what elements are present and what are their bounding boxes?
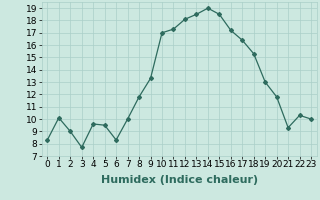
X-axis label: Humidex (Indice chaleur): Humidex (Indice chaleur) [100,175,258,185]
